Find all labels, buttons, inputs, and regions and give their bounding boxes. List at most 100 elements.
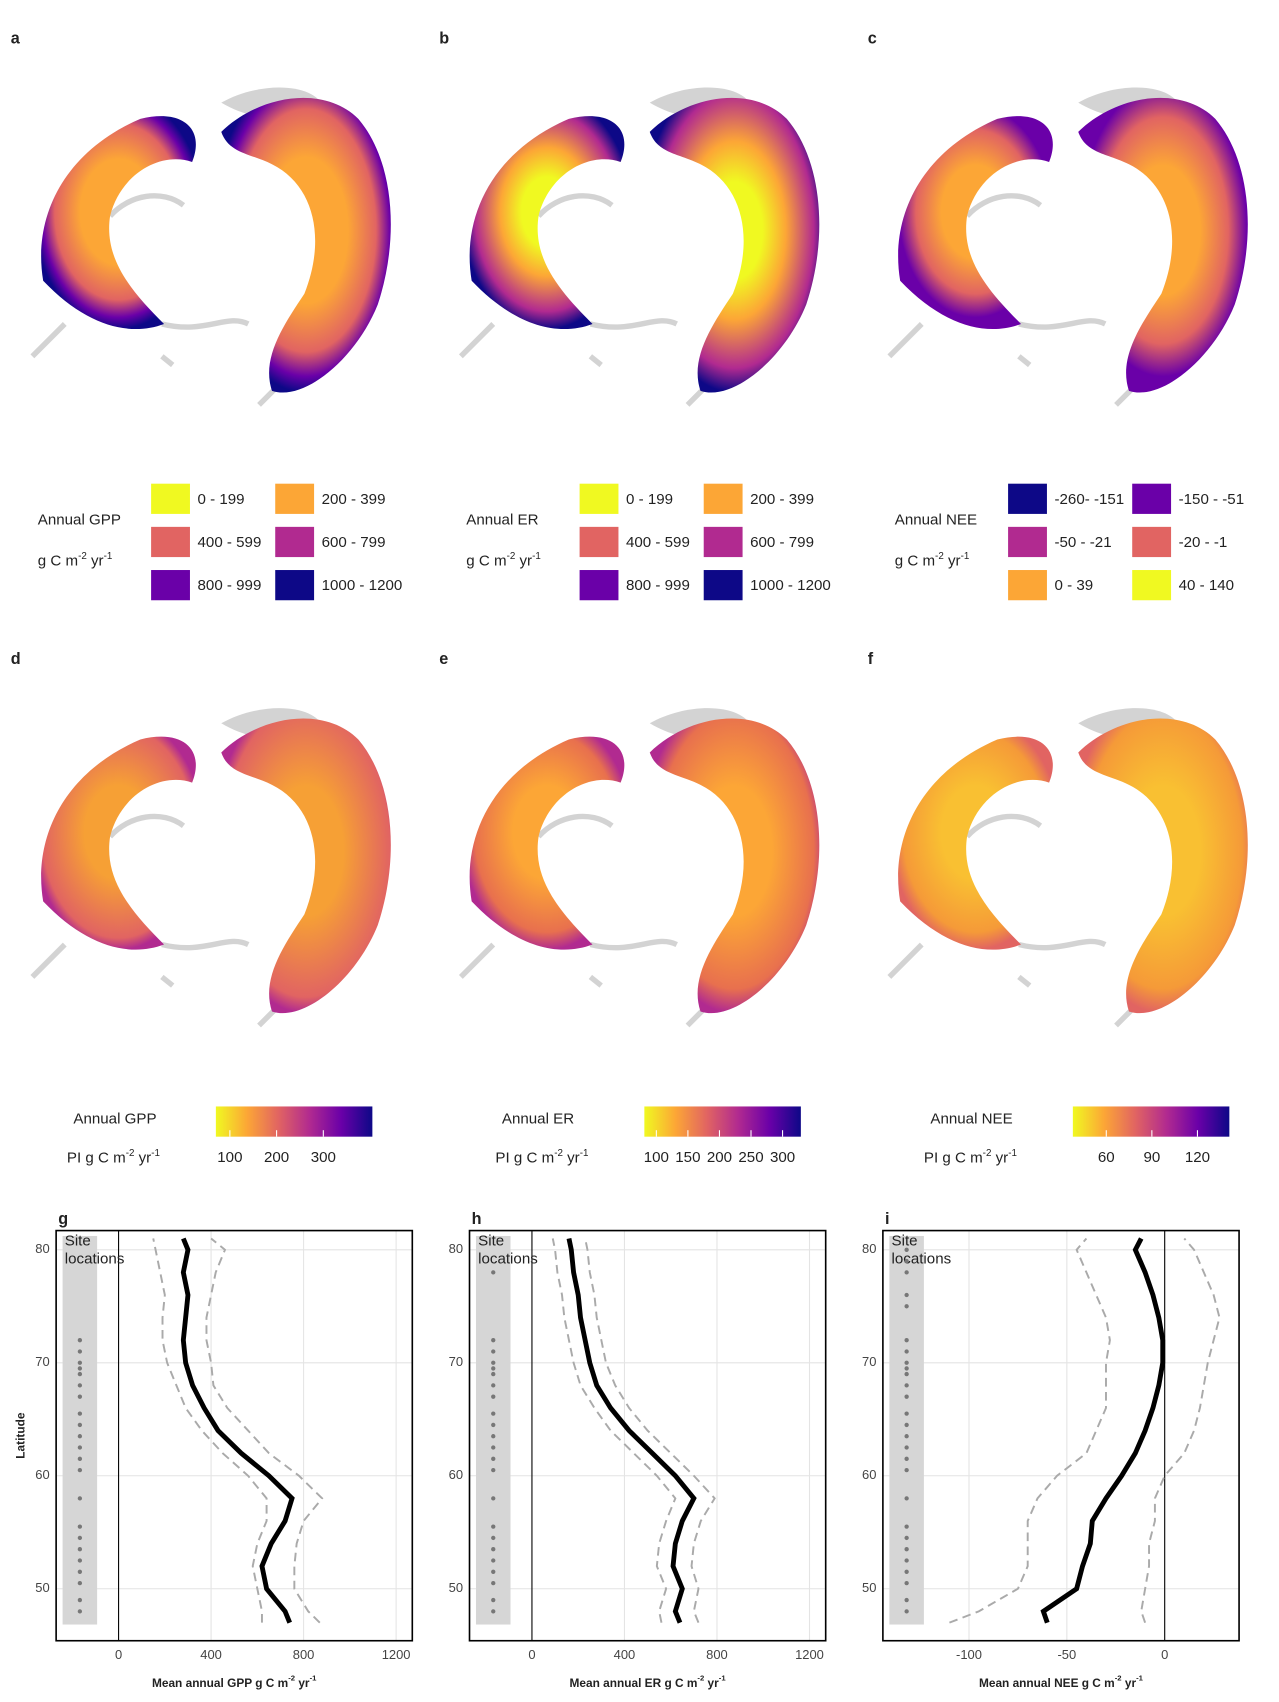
text-part: g C m [38,552,78,569]
site-point [78,1457,82,1461]
y-axis-label: Latitude [14,1412,28,1459]
legend-swatch [580,527,619,557]
colorbar-label: 90 [1143,1149,1160,1166]
y-tick-label: 70 [35,1354,49,1369]
superscript: -2 [126,1147,135,1158]
site-point [904,1259,908,1263]
map [461,87,819,404]
text-part: g C m [466,552,506,569]
site-point [904,1558,908,1562]
legend-label: 200 - 399 [322,491,386,508]
plot-frame [470,1231,826,1641]
colorbar-label: 60 [1098,1149,1115,1166]
legend-swatch [1132,527,1171,557]
y-tick-label: 70 [449,1354,463,1369]
superscript: -1 [1008,1147,1017,1158]
site-point [78,1434,82,1438]
panel-label: b [439,29,449,47]
legend-swatch [580,570,619,600]
text-part: yr [991,1149,1008,1166]
site-point [904,1598,908,1602]
legend-swatch [151,527,190,557]
site-point [78,1366,82,1370]
colorbar-label: 250 [738,1149,763,1166]
annotation: locations [892,1251,952,1268]
text-part: g C m [895,552,935,569]
superscript: -2 [983,1147,992,1158]
site-point [904,1293,908,1297]
legend-unit: PI g C m-2 yr-1 [495,1147,588,1166]
legend-swatch [704,527,743,557]
y-tick-label: 50 [862,1580,876,1595]
site-point [78,1383,82,1387]
mean-line [569,1238,694,1622]
site-point [904,1496,908,1500]
legend-swatch [1008,527,1047,557]
legend-title: Annual NEE [930,1110,1012,1127]
x-tick-label: 1200 [382,1647,411,1662]
legend-label: 1000 - 1200 [322,577,403,594]
superscript: -1 [580,1147,589,1158]
legend-title: Annual ER [466,511,538,528]
text-part: Mean annual GPP g C m [152,1676,288,1690]
site-point [904,1248,908,1252]
colorbar-label: 300 [770,1149,795,1166]
mean-line [183,1238,292,1622]
x-axis-label: Mean annual ER g C m-2 yr-1 [570,1674,727,1691]
panel-label: h [472,1210,482,1228]
site-point [491,1536,495,1540]
site-point [904,1366,908,1370]
site-point [491,1270,495,1274]
site-point [904,1361,908,1365]
site-band [63,1236,98,1625]
colorbar-label: 200 [707,1149,732,1166]
legend-swatch [275,527,314,557]
site-point [78,1468,82,1472]
legend-label: -260- -151 [1055,491,1125,508]
legend-unit: g C m-2 yr-1 [895,551,970,570]
superscript: -2 [554,1147,563,1158]
colorbar-label: 120 [1185,1149,1210,1166]
y-tick-label: 70 [862,1354,876,1369]
site-point [78,1395,82,1399]
legend-label: 40 - 140 [1179,577,1234,594]
superscript: -1 [310,1674,318,1683]
site-point [904,1570,908,1574]
legend-label: -20 - -1 [1179,534,1228,551]
text-part: PI g C m [495,1149,554,1166]
panel-label: i [885,1210,889,1228]
site-point [78,1349,82,1353]
x-axis-label: Mean annual GPP g C m-2 yr-1 [152,1674,317,1691]
colorbar-label: 200 [264,1149,289,1166]
legend-swatch [1132,484,1171,514]
legend-label: 0 - 199 [198,491,245,508]
legend-label: 0 - 199 [626,491,673,508]
text-part: yr [563,1149,580,1166]
text-part: yr [515,552,532,569]
site-point [78,1547,82,1551]
site-point [904,1547,908,1551]
x-axis-label: Mean annual NEE g C m-2 yr-1 [979,1674,1144,1691]
band-line [949,1238,1109,1622]
site-point [904,1468,908,1472]
region [898,737,1053,950]
site-point [491,1349,495,1353]
site-point [491,1338,495,1342]
legend-swatch [704,484,743,514]
x-tick-label: -100 [956,1647,982,1662]
y-tick-label: 50 [449,1580,463,1595]
site-point [78,1609,82,1613]
superscript: -1 [719,1674,727,1683]
text-part: yr [704,1676,719,1690]
annotation: Site [65,1232,91,1249]
superscript: -2 [288,1674,295,1683]
panel-label: g [58,1210,68,1228]
legend-label: 600 - 799 [322,534,386,551]
site-point [491,1609,495,1613]
region [470,116,625,329]
legend-unit: g C m-2 yr-1 [38,551,113,570]
x-tick-label: -50 [1057,1647,1076,1662]
region [470,737,625,950]
map [889,708,1247,1025]
legend-swatch [151,484,190,514]
